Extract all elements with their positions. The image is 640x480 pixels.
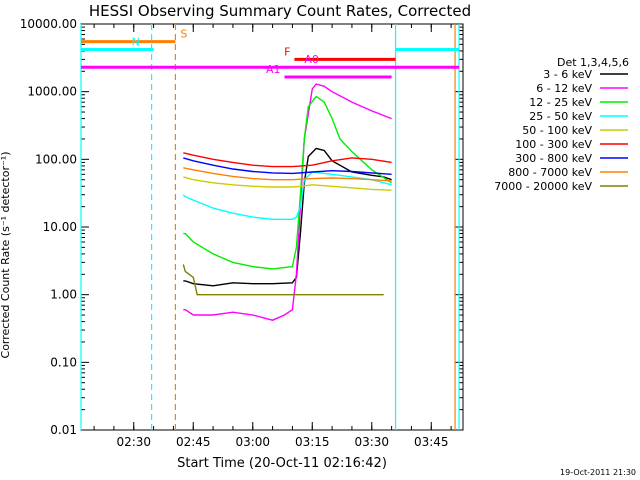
- y-axis-label: Corrected Count Rate (s⁻¹ detector⁻¹): [0, 152, 12, 359]
- legend-label: 100 - 300 keV: [515, 138, 592, 151]
- x-tick-label: 02:30: [116, 435, 151, 449]
- y-tick-label: 100.00: [35, 152, 77, 166]
- legend-title: Det 1,3,4,5,6: [557, 56, 629, 69]
- y-tick-label: 0.01: [50, 423, 77, 437]
- flag-label: F: [284, 45, 290, 58]
- x-tick-label: 02:45: [176, 435, 211, 449]
- x-tick-label: 03:30: [354, 435, 389, 449]
- x-tick-label: 03:00: [235, 435, 270, 449]
- series-line: [183, 152, 392, 168]
- flag-label: A1: [266, 63, 281, 76]
- flag-label: A0: [304, 53, 319, 66]
- legend-label: 3 - 6 keV: [543, 68, 592, 81]
- x-tick-label: 03:15: [295, 435, 330, 449]
- legend-label: 6 - 12 keV: [536, 82, 592, 95]
- x-axis-label: Start Time (20-Oct-11 02:16:42): [177, 456, 387, 471]
- series-line: [183, 147, 392, 287]
- y-tick-label: 10.00: [43, 220, 77, 234]
- series-line: [183, 167, 392, 182]
- chart-title: HESSI Observing Summary Count Rates, Cor…: [89, 2, 471, 20]
- series-line: [182, 171, 392, 221]
- flag-label: N: [132, 35, 140, 48]
- series-line: [183, 95, 392, 270]
- y-tick-label: 1000.00: [27, 85, 77, 99]
- plot-frame: [80, 23, 464, 431]
- legend-label: 12 - 25 keV: [529, 96, 592, 109]
- y-tick-label: 0.10: [50, 355, 77, 369]
- x-tick-label: 03:45: [414, 435, 449, 449]
- flag-label: S: [180, 28, 187, 41]
- series-line: [182, 264, 384, 296]
- legend-label: 7000 - 20000 keV: [494, 180, 592, 193]
- legend-label: 800 - 7000 keV: [508, 166, 592, 179]
- timestamp: 19-Oct-2011 21:30: [560, 468, 636, 477]
- series-line: [183, 83, 392, 321]
- y-tick-label: 10000.00: [20, 17, 77, 31]
- series-line: [183, 176, 392, 191]
- series-line: [183, 157, 392, 175]
- legend-label: 50 - 100 keV: [522, 124, 592, 137]
- y-tick-label: 1.00: [50, 288, 77, 302]
- legend-label: 300 - 800 keV: [515, 152, 592, 165]
- plot-area: 0.01 0.10 1.00 10.00 100.00 1000.00 10000.00 02…: [20, 17, 464, 449]
- legend-label: 25 - 50 keV: [529, 110, 592, 123]
